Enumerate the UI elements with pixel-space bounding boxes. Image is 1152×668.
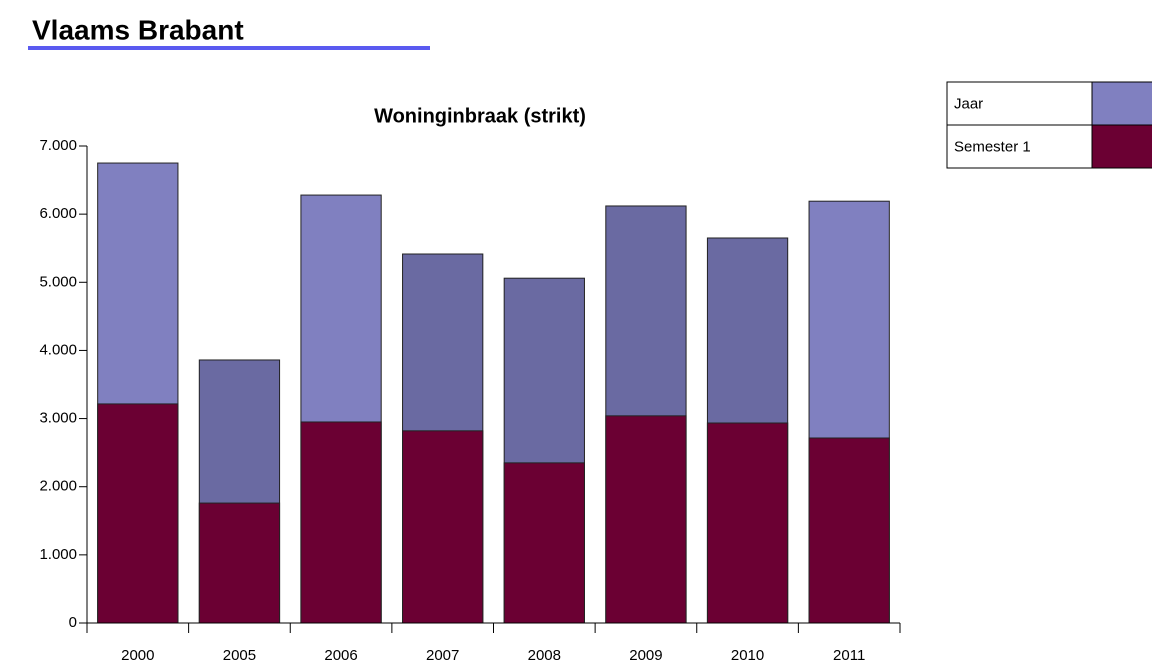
y-tick-label: 2.000	[39, 478, 77, 495]
x-tick-label: 2009	[629, 647, 662, 663]
x-tick-label: 2008	[528, 647, 561, 663]
x-tick-label: 2010	[731, 647, 764, 663]
legend-box	[946, 81, 1093, 126]
x-tick-label: 2000	[121, 647, 154, 663]
bar	[97, 403, 179, 624]
page-title: Vlaams Brabant	[32, 14, 244, 45]
bar	[402, 430, 484, 624]
legend-label: Semester 1	[954, 138, 1031, 155]
legend-swatch	[1091, 124, 1152, 169]
x-tick-label: 2006	[324, 647, 357, 663]
legend-swatch	[1091, 81, 1152, 126]
bar	[198, 502, 281, 624]
y-tick-label: 5.000	[39, 273, 77, 290]
y-tick-label: 0	[69, 614, 77, 631]
bar	[706, 422, 789, 624]
x-tick-label: 2011	[833, 647, 865, 663]
bar	[300, 421, 382, 624]
bar	[503, 462, 585, 624]
y-tick-label: 3.000	[39, 410, 77, 427]
legend-label: Jaar	[954, 95, 983, 112]
legend-box	[946, 124, 1093, 169]
bar	[605, 415, 687, 624]
bar	[808, 437, 890, 624]
y-tick-label: 6.000	[39, 205, 77, 222]
y-tick-label: 1.000	[39, 546, 77, 563]
chart-title: Woninginbraak (strikt)	[374, 105, 586, 127]
y-tick-label: 4.000	[39, 341, 77, 358]
x-tick-label: 2007	[426, 647, 459, 663]
x-tick-label: 2005	[223, 647, 256, 663]
y-tick-label: 7.000	[39, 137, 77, 154]
